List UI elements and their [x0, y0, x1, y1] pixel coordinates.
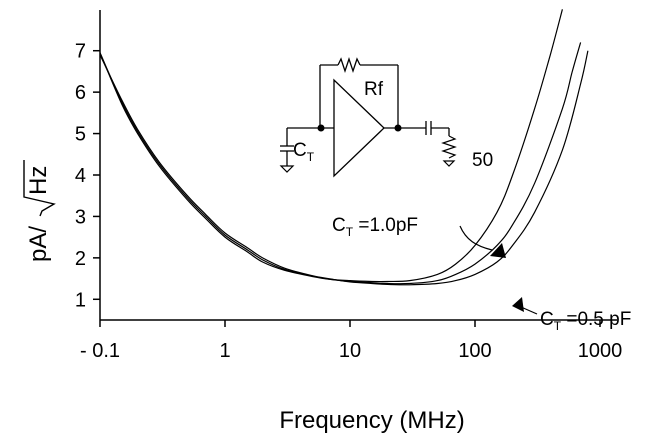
x-tick-label: 1	[219, 340, 230, 362]
annotation-ct-0p5pf-leader	[520, 306, 538, 315]
load-label: 50	[472, 150, 493, 171]
series-line-1	[99, 9, 563, 283]
y-tick-label: 1	[75, 289, 86, 311]
y-tick-label: 2	[75, 248, 86, 270]
x-tick-label: 100	[458, 340, 491, 362]
circuit-schematic: Rf CT 50	[279, 56, 493, 178]
input-node-dot	[317, 124, 325, 132]
load-ground-icon	[442, 160, 456, 167]
series-group	[99, 9, 589, 286]
annotation-ct-1pf: CT =1.0pF	[332, 215, 506, 258]
annotation-ct-1pf-leader	[459, 225, 493, 251]
y-tick-label: 5	[75, 124, 86, 146]
rf-label: Rf	[364, 79, 384, 100]
ct-label: CT	[293, 140, 315, 164]
y-axis-label-root: Hz	[25, 166, 52, 195]
y-tick-label: 6	[75, 82, 86, 104]
y-tick-label: 4	[75, 165, 86, 187]
y-tick-label: 7	[75, 41, 86, 63]
y-axis-title: pA/ Hz	[23, 160, 56, 262]
series-line-3	[99, 50, 589, 286]
sqrt-symbol	[23, 160, 56, 217]
x-axis-label: Frequency (MHz)	[279, 407, 464, 434]
x-tick-label: 1000	[578, 340, 623, 362]
output-node-dot	[394, 124, 402, 132]
y-tick-label: 3	[75, 206, 86, 228]
x-tick-label: - 0.1	[80, 340, 120, 362]
annotation-ct-1pf-label: CT =1.0pF	[332, 215, 418, 239]
axes	[99, 10, 617, 321]
annotation-ct-0p5pf-label: CT =0.5 pF	[540, 309, 631, 333]
y-axis-label: pA/	[25, 226, 52, 262]
annotation-ct-1pf-arrowhead	[490, 243, 506, 258]
annotation-ct-0p5pf: CT =0.5 pF	[512, 297, 631, 333]
x-tick-label: 10	[339, 340, 361, 362]
annotation-ct-0p5pf-arrowhead	[512, 297, 524, 312]
load-resistor-icon	[441, 135, 457, 159]
feedback-resistor-icon	[337, 56, 361, 74]
x-ticks: - 0.1 1 10 100 1000	[80, 320, 622, 362]
y-ticks: 1 2 3 4 5 6 7	[75, 41, 100, 311]
ct-ground-icon	[279, 165, 295, 173]
